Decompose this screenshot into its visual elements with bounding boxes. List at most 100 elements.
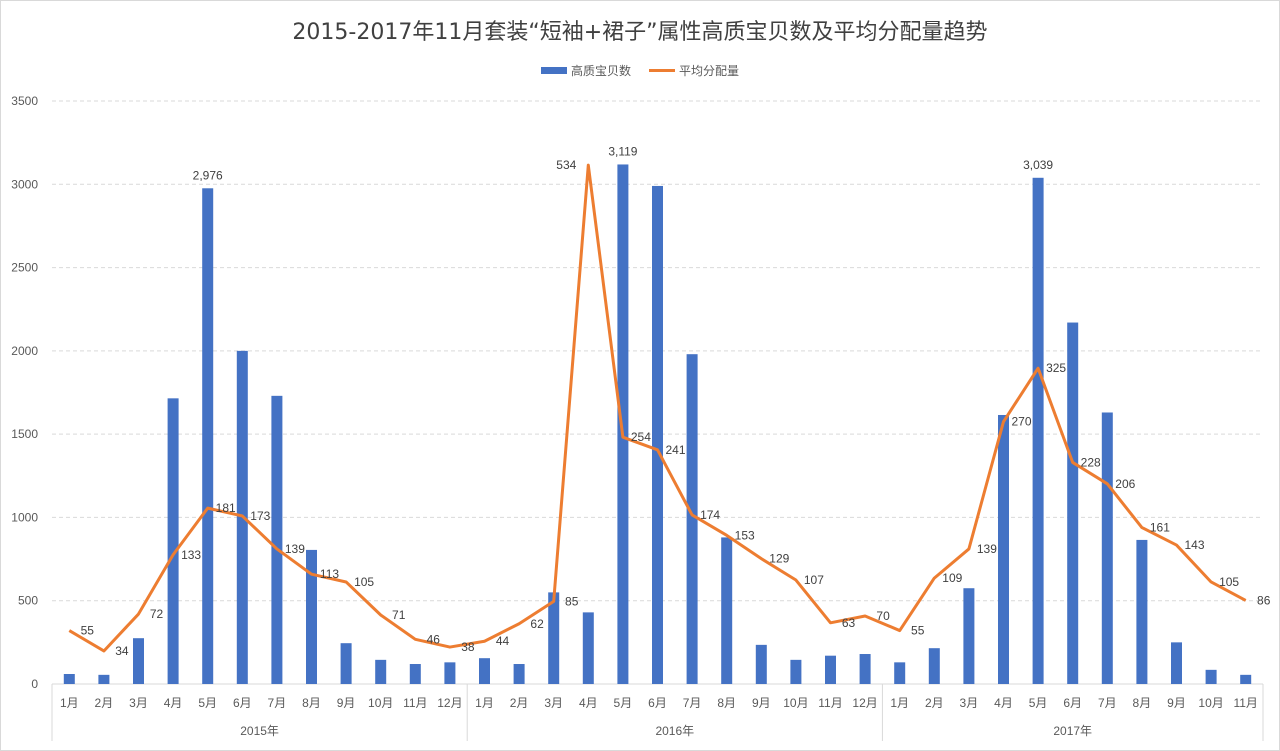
line-data-label: 86 [1257, 593, 1271, 607]
x-tick-label: 12月 [437, 696, 462, 710]
x-tick-label: 6月 [1063, 696, 1082, 710]
bar [271, 395, 283, 684]
bar [1032, 177, 1044, 684]
line-data-label: 139 [977, 542, 997, 556]
line-data-label: 254 [631, 430, 651, 444]
y-tick-label: 1000 [11, 510, 38, 524]
x-tick-label: 6月 [233, 696, 252, 710]
line-data-label: 38 [461, 640, 475, 654]
x-tick-label: 5月 [614, 696, 633, 710]
bar [1240, 674, 1252, 684]
y-tick-label: 3000 [11, 177, 38, 191]
bar [167, 398, 179, 684]
line-data-label: 44 [496, 634, 510, 648]
bar [1136, 539, 1148, 684]
bar [825, 655, 836, 684]
x-tick-label: 6月 [648, 696, 667, 710]
legend-bar-label: 高质宝贝数 [570, 64, 631, 78]
x-tick-label: 1月 [890, 696, 909, 710]
bar [721, 537, 733, 684]
x-tick-label: 2月 [95, 696, 114, 710]
line-data-label: 139 [285, 542, 305, 556]
bar [1067, 322, 1079, 684]
line-data-label: 55 [81, 624, 95, 638]
x-tick-label: 10月 [783, 696, 808, 710]
legend-item-bar: 高质宝贝数 [540, 62, 631, 79]
line-data-label: 72 [150, 607, 164, 621]
bar [548, 592, 560, 684]
bar [998, 414, 1009, 684]
bar [963, 588, 975, 684]
line-data-label: 181 [216, 501, 236, 515]
line-data-label: 55 [911, 624, 925, 638]
line-data-label: 34 [115, 644, 129, 658]
line-data-label: 105 [1219, 575, 1239, 589]
legend-item-line: 平均分配量 [649, 62, 739, 79]
x-tick-label: 5月 [198, 696, 217, 710]
x-tick-label: 9月 [1167, 696, 1186, 710]
bar [513, 664, 525, 684]
x-tick-label: 1月 [475, 696, 494, 710]
x-tick-label: 8月 [302, 696, 321, 710]
x-tick-label: 3月 [960, 696, 979, 710]
line-data-label: 85 [565, 594, 579, 608]
bar [617, 164, 629, 684]
bar-data-label: 2,976 [193, 168, 223, 182]
line-data-label: 113 [320, 567, 339, 581]
x-tick-label: 11月 [818, 696, 842, 710]
x-tick-label: 2月 [925, 696, 944, 710]
line-data-label: 241 [665, 443, 685, 457]
bar [894, 662, 906, 684]
x-tick-label: 10月 [368, 696, 393, 710]
line-data-label: 270 [1011, 415, 1031, 429]
bar-data-label: 3,039 [1023, 158, 1053, 172]
y-tick-label: 500 [18, 594, 38, 608]
bar [98, 674, 110, 684]
bar [790, 659, 802, 684]
bar [652, 185, 663, 685]
bar [755, 644, 767, 684]
x-tick-label: 7月 [268, 696, 287, 710]
legend-bar-swatch-icon [540, 67, 567, 74]
bar [1101, 412, 1113, 684]
year-group-label: 2017年 [1053, 724, 1092, 738]
x-tick-label: 11月 [1233, 696, 1257, 710]
bar [306, 549, 317, 684]
x-tick-label: 4月 [994, 696, 1013, 710]
legend-line-label: 平均分配量 [679, 64, 740, 78]
bar [340, 643, 352, 684]
line-data-label: 105 [354, 575, 374, 589]
line-data-label: 133 [181, 548, 201, 562]
line-data-label: 109 [942, 571, 962, 585]
bar [928, 648, 940, 684]
bar [133, 638, 144, 684]
x-tick-label: 7月 [1098, 696, 1117, 710]
year-group-label: 2016年 [655, 724, 694, 738]
x-tick-label: 8月 [1133, 696, 1152, 710]
legend-line-swatch-icon [649, 69, 675, 72]
line-data-label: 129 [769, 552, 789, 566]
line-data-label: 161 [1150, 521, 1170, 535]
y-tick-label: 2000 [11, 344, 38, 358]
line-data-label: 206 [1115, 477, 1135, 491]
bar [409, 664, 421, 684]
x-tick-label: 2月 [510, 696, 529, 710]
bar-data-label: 3,119 [608, 144, 637, 158]
bar [375, 659, 387, 684]
x-tick-label: 7月 [683, 696, 702, 710]
line-data-label: 107 [804, 573, 824, 587]
chart-title: 2015-2017年11月套装“短袖+裙子”属性高质宝贝数及平均分配量趋势 [292, 20, 988, 45]
bar [859, 654, 871, 684]
bar [444, 662, 456, 684]
bar [1205, 669, 1217, 684]
x-tick-label: 1月 [60, 696, 79, 710]
bar [1171, 642, 1182, 684]
line-data-label: 70 [876, 609, 890, 623]
line-data-label: 143 [1184, 538, 1204, 552]
line-data-label: 62 [530, 617, 544, 631]
y-tick-label: 3500 [11, 94, 38, 108]
line-data-label: 153 [735, 528, 755, 542]
line-data-label: 228 [1081, 455, 1101, 469]
x-tick-label: 5月 [1029, 696, 1048, 710]
